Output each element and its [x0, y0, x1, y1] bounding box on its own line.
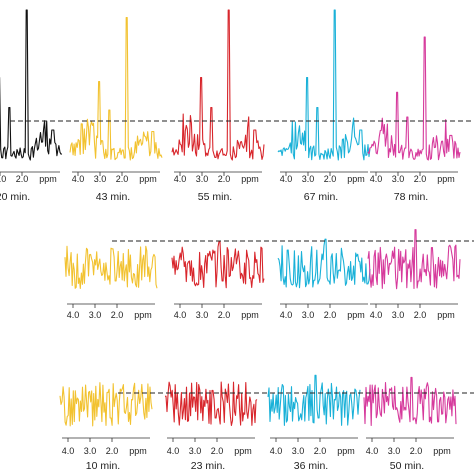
panel-time-label: 67 min.	[304, 191, 338, 203]
panel-time-label: 10 min.	[86, 460, 120, 472]
x-tick-label: ppm	[347, 174, 365, 184]
x-tick-label: 4.0	[370, 174, 383, 184]
x-tick-label: 4.0	[72, 174, 85, 184]
x-tick-label: 2.0	[324, 174, 337, 184]
x-tick-label: 3.0	[292, 446, 305, 456]
x-tick-label: 4.0	[67, 310, 80, 320]
spectrum-line-r2-p1	[164, 381, 258, 427]
x-tick-label: 2.0	[211, 446, 224, 456]
x-tick-label: ppm	[433, 446, 451, 456]
x-tick-label: ppm	[241, 310, 259, 320]
spectrum-line-r0-p2	[171, 9, 265, 161]
panel-time-label: 36 min.	[294, 460, 328, 472]
spectrum-line-r1-p1	[171, 241, 265, 289]
spectrum-line-r0-p1	[69, 16, 163, 161]
x-tick-label: ppm	[134, 310, 152, 320]
spectrum-line-r1-p2	[277, 238, 371, 289]
x-tick-label: 4.0	[280, 174, 293, 184]
x-tick-label: ppm	[337, 446, 355, 456]
panel-time-label: 50 min.	[390, 460, 424, 472]
panel-time-label: 55 min.	[198, 191, 232, 203]
x-tick-label: 4.0	[167, 446, 180, 456]
spectrum-line-r0-p0	[0, 9, 63, 161]
spectrum-line-r2-p3	[363, 376, 457, 427]
x-tick-label: ppm	[139, 174, 157, 184]
x-tick-label: 2.0	[410, 446, 423, 456]
panel-time-label: 20 min.	[0, 191, 30, 203]
x-tick-label: 4.0	[370, 310, 383, 320]
x-tick-label: ppm	[347, 310, 365, 320]
x-tick-label: 4.0	[366, 446, 379, 456]
x-tick-label: 3.0	[89, 310, 102, 320]
spectrum-line-r0-p3	[277, 9, 371, 161]
spectrum-line-r1-p0	[64, 245, 158, 290]
x-tick-label: 2.0	[414, 174, 427, 184]
x-tick-label: 3.0	[189, 446, 202, 456]
x-tick-label: 4.0	[174, 310, 187, 320]
x-tick-label: 2.0	[16, 174, 29, 184]
spectrum-line-r1-p3	[367, 229, 461, 290]
x-tick-label: 3.0	[392, 174, 405, 184]
x-tick-label: 4.0	[174, 174, 187, 184]
x-tick-label: ppm	[437, 174, 455, 184]
x-tick-label: ppm	[437, 310, 455, 320]
x-tick-label: 3.0	[302, 174, 315, 184]
spectrum-line-r2-p0	[59, 382, 153, 427]
spectrum-line-r2-p2	[267, 374, 361, 426]
x-tick-label: ppm	[39, 174, 57, 184]
x-tick-label: ppm	[234, 446, 252, 456]
x-tick-label: 3.0	[392, 310, 405, 320]
x-tick-label: 2.0	[314, 446, 327, 456]
panel-time-label: 43 min.	[96, 191, 130, 203]
x-tick-label: 2.0	[111, 310, 124, 320]
x-tick-label: 2.0	[414, 310, 427, 320]
panel-time-label: 78 min.	[394, 191, 428, 203]
x-tick-label: 2.0	[324, 310, 337, 320]
spectrum-line-r0-p4	[367, 36, 461, 161]
x-tick-label: 3.0	[388, 446, 401, 456]
x-tick-label: 3.0	[0, 174, 6, 184]
panel-time-label: 23 min.	[191, 460, 225, 472]
x-tick-label: 3.0	[94, 174, 107, 184]
x-tick-label: 4.0	[280, 310, 293, 320]
x-tick-label: 3.0	[196, 310, 209, 320]
x-tick-label: 3.0	[196, 174, 209, 184]
x-tick-label: 2.0	[116, 174, 129, 184]
x-tick-label: 4.0	[270, 446, 283, 456]
x-tick-label: ppm	[241, 174, 259, 184]
x-tick-label: ppm	[129, 446, 147, 456]
x-tick-label: 3.0	[84, 446, 97, 456]
x-tick-label: 2.0	[218, 174, 231, 184]
x-tick-label: 4.0	[62, 446, 75, 456]
x-tick-label: 3.0	[302, 310, 315, 320]
x-tick-label: 2.0	[218, 310, 231, 320]
x-tick-label: 2.0	[106, 446, 119, 456]
